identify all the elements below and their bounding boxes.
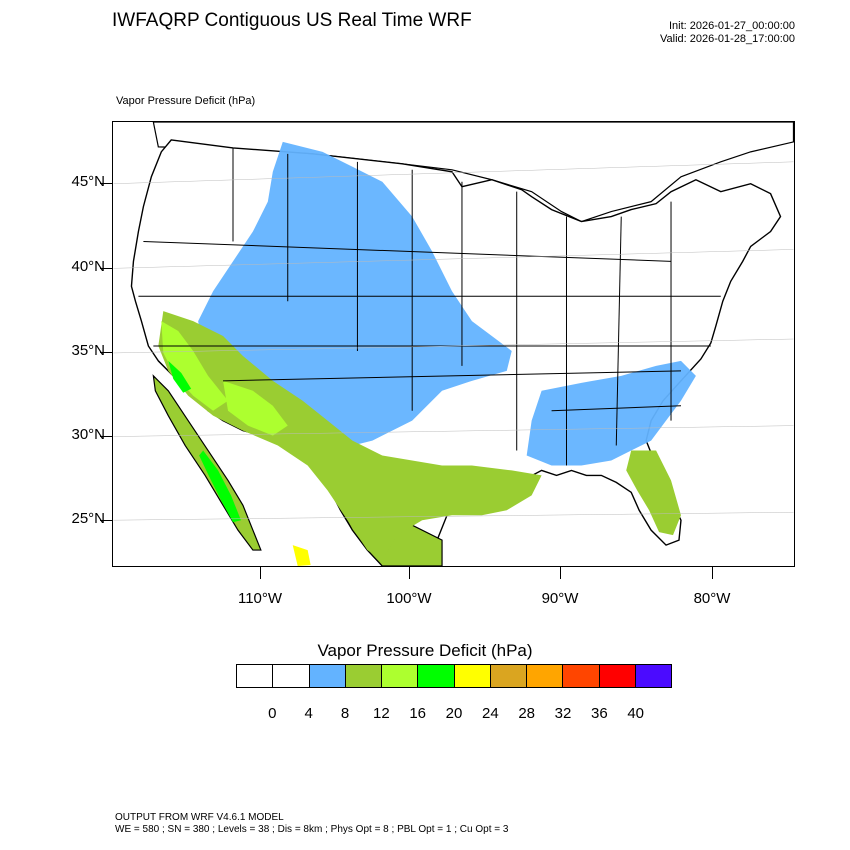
field-label: Vapor Pressure Deficit (hPa)	[116, 95, 256, 107]
lat-label-30: 30°N	[71, 426, 105, 443]
vpd-yellow-spot	[292, 545, 311, 566]
vpd-lime-arizona	[223, 380, 288, 436]
lon-label-80w: 80°W	[693, 590, 731, 607]
vpd-lime-california	[161, 321, 229, 411]
colorbar-cell	[418, 665, 455, 687]
lon-label-90w: 90°W	[541, 590, 579, 607]
lon-tick	[712, 567, 713, 579]
colorbar-cell	[345, 665, 382, 687]
lat-label-25: 25°N	[71, 510, 105, 527]
colorbar-label: 12	[372, 705, 390, 722]
lon-label-100w: 100°W	[386, 590, 432, 607]
vpd-olive-southwest	[158, 311, 542, 561]
colorbar-cell	[454, 665, 491, 687]
colorbar-label: 36	[590, 705, 608, 722]
colorbar-cell	[382, 665, 419, 687]
colorbar-cell	[309, 665, 346, 687]
colorbar-cell	[273, 665, 310, 687]
graticule	[113, 161, 794, 521]
footer-config: WE = 580 ; SN = 380 ; Levels = 38 ; Dis …	[115, 824, 509, 835]
colorbar-cell	[599, 665, 636, 687]
lat-tick	[100, 520, 112, 521]
lon-label-110w: 110°W	[237, 590, 283, 607]
colorbar-label: 16	[409, 705, 426, 722]
lon-tick	[260, 567, 261, 579]
colorbar-label: 4	[304, 705, 313, 722]
vpd-green-socal	[168, 360, 192, 393]
colorbar-cell	[490, 665, 527, 687]
lat-tick	[100, 352, 112, 353]
lat-tick	[100, 436, 112, 437]
lat-label-40: 40°N	[71, 258, 105, 275]
colorbar-label: 40	[627, 705, 644, 722]
lat-label-35: 35°N	[71, 342, 105, 359]
lat-label-45: 45°N	[71, 173, 105, 190]
vpd-olive-florida	[626, 450, 681, 536]
colorbar-label: 28	[518, 705, 535, 722]
colorbar-cell	[527, 665, 564, 687]
colorbar-label: 20	[445, 705, 463, 722]
colorbar-cell	[635, 665, 671, 687]
vpd-green-mexico-coast	[199, 450, 241, 523]
vpd-blue-southeast	[526, 360, 696, 466]
plot-title: IWFAQRP Contiguous US Real Time WRF	[112, 10, 472, 31]
lat-tick	[100, 183, 112, 184]
colorbar-title: Vapor Pressure Deficit (hPa)	[317, 641, 533, 660]
colorbar-cell	[563, 665, 600, 687]
lat-tick	[100, 268, 112, 269]
lon-tick	[409, 567, 410, 579]
lon-tick	[560, 567, 561, 579]
valid-time: Valid: 2026-01-28_17:00:00	[660, 33, 795, 45]
colorbar-label: 24	[481, 705, 499, 722]
colorbar-label: 0	[268, 705, 277, 722]
colorbar-label: 32	[554, 705, 572, 722]
colorbar-cell	[237, 665, 274, 687]
vpd-map	[112, 121, 795, 567]
footer-model: OUTPUT FROM WRF V4.6.1 MODEL	[115, 812, 284, 823]
colorbar-label: 8	[340, 705, 350, 722]
init-time: Init: 2026-01-27_00:00:00	[669, 20, 795, 32]
colorbar	[236, 664, 672, 688]
state-borders	[138, 147, 721, 466]
